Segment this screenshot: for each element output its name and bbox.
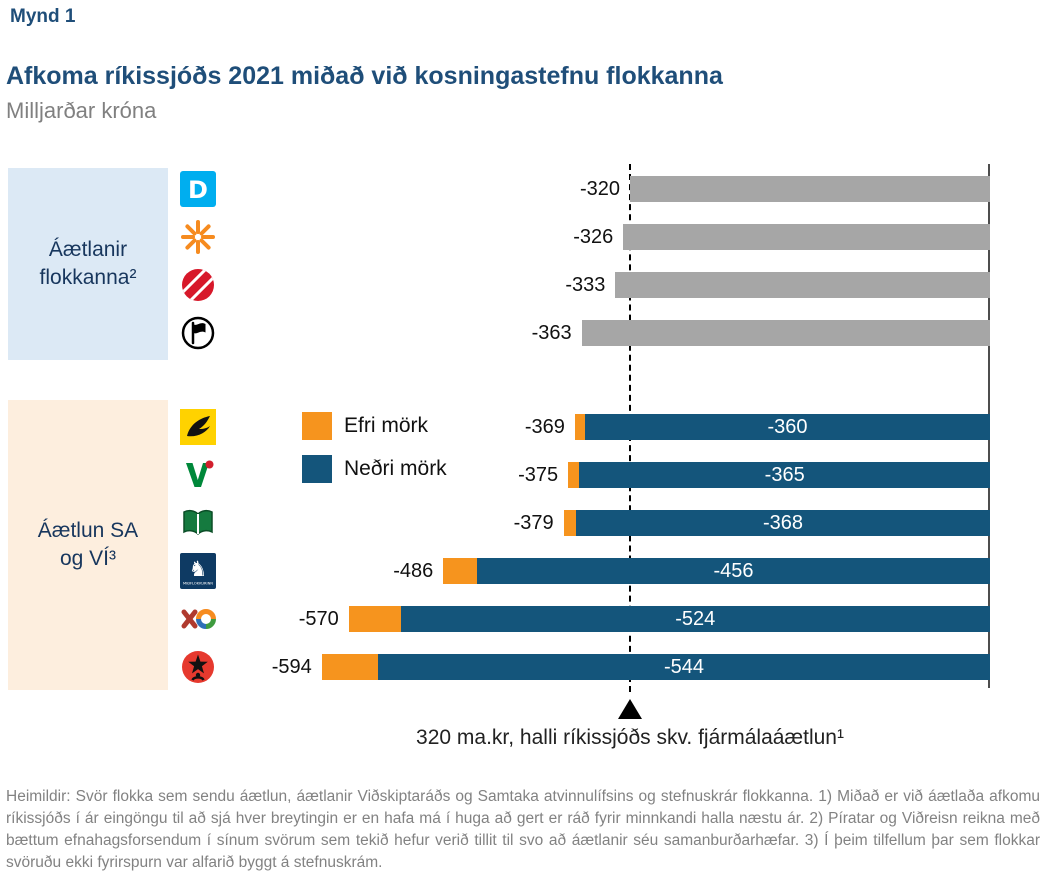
svg-text:MIÐFLOKKURINN: MIÐFLOKKURINN bbox=[183, 582, 213, 586]
group-label-party-plans: Áætlanir flokkanna² bbox=[39, 237, 137, 289]
party-logo-green-book-icon bbox=[180, 505, 216, 541]
bar-lower-value-label: -360 bbox=[767, 416, 808, 438]
legend-label: Neðri mörk bbox=[344, 457, 447, 480]
group-box-party-plans: Áætlanir flokkanna² bbox=[8, 168, 168, 360]
bar-upper-value-label: -486 bbox=[393, 560, 434, 582]
party-logo-yellow-bird-icon bbox=[180, 409, 216, 445]
bar-upper-bound-segment bbox=[321, 654, 378, 680]
party-logo-pirate-flag-icon bbox=[180, 315, 216, 351]
legend-item: Neðri mörk bbox=[302, 455, 447, 483]
svg-text:D: D bbox=[188, 176, 208, 204]
bar-lower-bound-segment bbox=[585, 414, 990, 440]
party-logo-blue-d-icon: D bbox=[180, 171, 216, 207]
figure-label: Mynd 1 bbox=[10, 6, 76, 27]
bar-lower-bound-segment bbox=[400, 606, 990, 632]
bar-lower-value-label: -524 bbox=[675, 608, 716, 630]
legend-item: Efri mörk bbox=[302, 412, 447, 440]
legend-label: Efri mörk bbox=[344, 414, 428, 437]
group-box-sa-vi-plan: Áætlun SA og VÍ³ bbox=[8, 400, 168, 690]
page-subtitle: Milljarðar króna bbox=[6, 98, 157, 123]
bar-value-label: -320 bbox=[579, 178, 620, 200]
party-logo-red-striped-circle-icon bbox=[180, 267, 216, 303]
legend: Efri mörk Neðri mörk bbox=[302, 412, 447, 498]
svg-text:♞: ♞ bbox=[189, 557, 208, 581]
bar-plain bbox=[581, 320, 990, 346]
legend-swatch-icon bbox=[302, 455, 332, 483]
reference-line-label: 320 ma.kr, halli ríkissjóðs skv. fjármál… bbox=[416, 726, 844, 749]
group-label-sa-vi-plan: Áætlun SA og VÍ³ bbox=[37, 518, 139, 570]
bar-plain bbox=[615, 272, 990, 298]
bar-value-label: -326 bbox=[573, 226, 614, 248]
party-logo-orange-asterisk-icon bbox=[180, 219, 216, 255]
bar-upper-value-label: -570 bbox=[298, 608, 339, 630]
bar-upper-bound-segment bbox=[574, 414, 585, 440]
party-logo-red-star-circle-icon bbox=[180, 649, 216, 685]
triangle-up-marker-icon bbox=[618, 699, 642, 719]
party-logo-midflokkurinn-lion-icon: ♞ MIÐFLOKKURINN bbox=[180, 553, 216, 589]
bar-upper-bound-segment bbox=[348, 606, 401, 632]
bar-lower-value-label: -456 bbox=[713, 560, 754, 582]
party-logo-xo-icon bbox=[180, 601, 216, 637]
bar-lower-value-label: -544 bbox=[663, 656, 705, 678]
bar-lower-bound-segment bbox=[579, 462, 990, 488]
bar-upper-value-label: -379 bbox=[513, 512, 554, 534]
bar-upper-value-label: -375 bbox=[518, 464, 559, 486]
bar-lower-value-label: -365 bbox=[764, 464, 805, 486]
bar-plain bbox=[630, 176, 990, 202]
bar-upper-value-label: -594 bbox=[271, 656, 312, 678]
bar-upper-bound-segment bbox=[568, 462, 580, 488]
bar-upper-value-label: -369 bbox=[524, 416, 565, 438]
bar-lower-value-label: -368 bbox=[762, 512, 804, 534]
bar-upper-bound-segment bbox=[563, 510, 576, 536]
page-title: Afkoma ríkissjóðs 2021 miðað við kosning… bbox=[6, 62, 723, 90]
bar-lower-bound-segment bbox=[477, 558, 990, 584]
party-logo-green-v-icon bbox=[180, 457, 216, 493]
bar-plain bbox=[623, 224, 990, 250]
bar-value-label: -363 bbox=[531, 322, 572, 344]
bar-value-label: -333 bbox=[565, 274, 606, 296]
footnote-sources: Heimildir: Svör flokka sem sendu áætlun,… bbox=[6, 788, 1040, 871]
bar-upper-bound-segment bbox=[443, 558, 477, 584]
bar-lower-bound-segment bbox=[576, 510, 990, 536]
legend-swatch-icon bbox=[302, 412, 332, 440]
bar-lower-bound-segment bbox=[378, 654, 990, 680]
